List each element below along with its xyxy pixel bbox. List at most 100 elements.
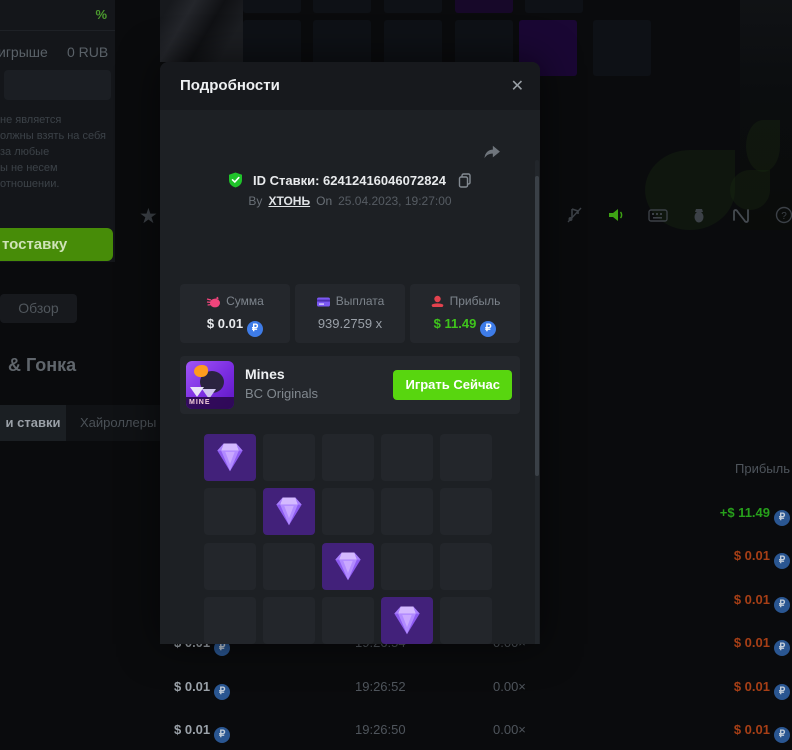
modal-title: Подробности xyxy=(180,77,280,94)
diamond-icon xyxy=(335,552,361,581)
game-tile[interactable] xyxy=(313,0,371,13)
stat-label: Сумма xyxy=(226,294,264,308)
stat-label: Прибыль xyxy=(449,294,501,308)
mine-tile xyxy=(440,542,492,590)
bet-panel: % игрыше 0 RUB не является олжны взять н… xyxy=(0,0,115,262)
game-provider: BC Originals xyxy=(245,386,318,401)
mine-tile-revealed xyxy=(204,434,256,481)
stat-amount: Сумма $ 0.01 ₽ xyxy=(180,284,290,343)
mine-tile xyxy=(381,542,433,590)
flame-icon xyxy=(194,365,208,377)
tab-highrollers[interactable]: Хайроллеры xyxy=(80,415,157,430)
mine-tile xyxy=(322,597,374,644)
game-info-row: MINE Mines BC Originals Играть Сейчас xyxy=(180,356,520,414)
game-toolbar: ? xyxy=(540,196,792,234)
table-row[interactable]: $ 0.01 ₽ xyxy=(160,585,792,615)
scrollbar-thumb[interactable] xyxy=(535,176,539,476)
mine-tile xyxy=(204,597,256,644)
diamond-icon xyxy=(394,606,420,635)
mine-tile xyxy=(440,434,492,481)
stat-value: $ 0.01 ₽ xyxy=(180,316,290,337)
game-banner-image xyxy=(160,0,243,62)
profit-cell: $ 0.01 ₽ xyxy=(734,672,790,702)
ruble-coin-icon: ₽ xyxy=(247,321,264,337)
bet-id-row: ID Ставки: 62412416046072824 xyxy=(160,172,540,191)
music-off-icon[interactable] xyxy=(565,205,587,225)
game-tile[interactable] xyxy=(593,20,651,76)
profit-cell: $ 0.01 ₽ xyxy=(734,541,790,571)
favorite-star-icon[interactable]: ★ xyxy=(139,205,158,228)
ruble-coin-icon: ₽ xyxy=(774,553,790,569)
table-row[interactable]: $ 0.01 ₽ xyxy=(160,541,792,571)
ruble-coin-icon: ₽ xyxy=(774,684,790,700)
username-link[interactable]: ХТОНЬ xyxy=(268,194,311,208)
ruble-coin-icon: ₽ xyxy=(214,640,231,656)
trend-icon[interactable] xyxy=(731,205,753,225)
bet-cell: $ 0.01₽ xyxy=(174,672,231,702)
overview-tab[interactable]: Обзор xyxy=(0,294,77,323)
leaf-shape xyxy=(645,150,735,230)
ruble-coin-icon: ₽ xyxy=(774,597,790,613)
mine-tile-revealed xyxy=(381,597,433,644)
mine-tile-revealed xyxy=(322,542,374,590)
by-label: By xyxy=(248,194,263,208)
stat-value: 939.2759 x xyxy=(317,316,383,331)
bet-datetime: 25.04.2023, 19:27:00 xyxy=(338,194,452,208)
game-tile[interactable] xyxy=(384,0,442,13)
stat-payout: Выплата 939.2759 x xyxy=(295,284,405,343)
bomb-icon xyxy=(200,371,224,393)
stat-label: Выплата xyxy=(335,294,385,308)
mine-tile xyxy=(204,488,256,536)
disclaimer-text: не является олжны взять на себя за любые… xyxy=(0,114,106,190)
help-icon[interactable]: ? xyxy=(774,205,792,225)
game-tile[interactable] xyxy=(525,0,583,13)
share-icon[interactable] xyxy=(482,142,502,162)
profit-cell: $ 0.01 ₽ xyxy=(734,628,790,658)
game-tile[interactable] xyxy=(455,0,513,13)
mine-tile xyxy=(381,434,433,481)
profit-cell: $ 0.01 ₽ xyxy=(734,585,790,615)
autobet-button[interactable]: тоставку xyxy=(0,228,113,261)
panel-divider xyxy=(0,0,115,31)
time-cell: 19:26:52 xyxy=(355,679,406,694)
table-row[interactable]: +$ 11.49 ₽ xyxy=(160,498,792,528)
close-icon[interactable]: ✕ xyxy=(510,78,524,95)
gem-icon xyxy=(202,389,216,399)
verified-shield-icon xyxy=(228,172,247,191)
win-value: 0 RUB xyxy=(67,44,109,60)
percent-icon[interactable]: % xyxy=(95,7,107,22)
copy-icon[interactable] xyxy=(454,173,472,191)
stat-value: $ 11.49 ₽ xyxy=(410,316,520,337)
table-row[interactable]: $ 0.01 ₽ 19:26:50 0.00× $ 0.01 ₽ xyxy=(160,715,792,745)
modal-body: ID Ставки: 62412416046072824 By ХТОНЬ On 25… xyxy=(160,110,540,644)
modal-scrollbar[interactable] xyxy=(535,160,539,644)
game-tiles-strip xyxy=(160,0,792,76)
game-tile[interactable] xyxy=(243,0,301,13)
mines-game-thumbnail[interactable]: MINE xyxy=(186,361,234,409)
mine-tile xyxy=(381,488,433,536)
ruble-coin-icon: ₽ xyxy=(774,640,790,656)
mines-grid xyxy=(204,434,492,644)
win-label: игрыше xyxy=(0,44,48,60)
modal-header: Подробности ✕ xyxy=(160,62,540,110)
bet-amount-input[interactable] xyxy=(4,70,111,100)
ruble-coin-icon: ₽ xyxy=(214,684,231,700)
sound-on-icon[interactable] xyxy=(606,205,628,225)
table-row[interactable]: $ 0.01 ₽ 19:26:52 0.00× $ 0.01 ₽ xyxy=(160,672,792,702)
mine-tile xyxy=(263,434,315,481)
mine-tile xyxy=(440,597,492,644)
bet-details-modal: Подробности ✕ ID Ставки: 624124160460728… xyxy=(160,62,540,644)
mine-tile xyxy=(263,542,315,590)
profit-cell: $ 0.01 ₽ xyxy=(734,715,790,745)
keyboard-icon[interactable] xyxy=(647,205,669,225)
seed-icon[interactable] xyxy=(690,205,712,225)
play-now-button[interactable]: Играть Сейчас xyxy=(393,370,512,400)
tab-latest-bets[interactable]: и ставки xyxy=(0,405,66,441)
svg-text:?: ? xyxy=(781,211,787,222)
mine-tile xyxy=(204,542,256,590)
section-title: & Гонка xyxy=(8,355,77,375)
multiplier-cell: 0.00× xyxy=(493,679,526,694)
stat-profit: Прибыль $ 11.49 ₽ xyxy=(410,284,520,343)
thumb-label: MINE xyxy=(186,397,234,409)
